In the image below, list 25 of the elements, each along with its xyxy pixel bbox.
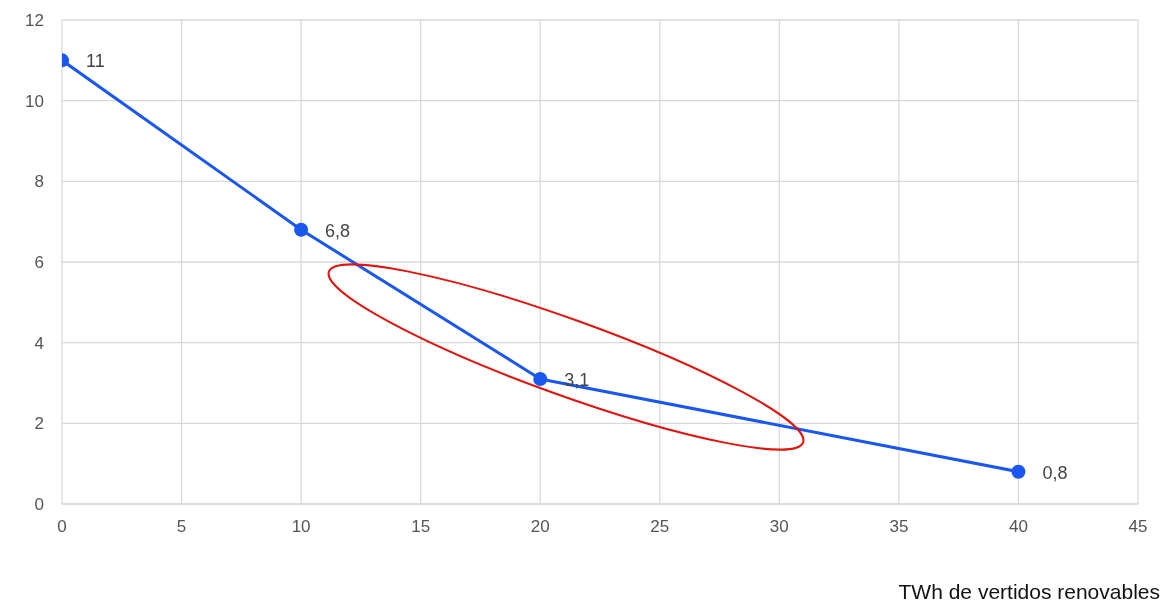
y-tick-label: 0 xyxy=(34,495,44,515)
point xyxy=(1011,464,1026,479)
x-tick-label: 15 xyxy=(411,517,431,537)
y-tick-label: 12 xyxy=(25,11,44,31)
x-tick-label: 10 xyxy=(291,517,311,537)
point xyxy=(294,222,309,237)
y-tick-label: 6 xyxy=(34,253,44,273)
point xyxy=(533,371,548,386)
y-tick-label: 8 xyxy=(34,172,44,192)
x-tick-label: 35 xyxy=(889,517,909,537)
data-label: 0,8 xyxy=(1042,462,1068,483)
data-label: 3,1 xyxy=(564,369,590,390)
y-tick-label: 4 xyxy=(34,333,44,353)
x-tick-label: 30 xyxy=(769,517,789,537)
x-tick-label: 0 xyxy=(57,517,67,537)
y-tick-label: 2 xyxy=(34,414,44,434)
x-tick-label: 40 xyxy=(1008,517,1028,537)
data-label: 6,8 xyxy=(325,220,351,241)
data-label: 11 xyxy=(86,51,105,72)
x-tick-label: 25 xyxy=(650,517,670,537)
x-tick-label: 5 xyxy=(176,517,187,537)
y-tick-label: 10 xyxy=(25,91,44,111)
x-axis-title: TWh de vertidos renovables xyxy=(898,580,1160,604)
x-tick-label: 45 xyxy=(1128,517,1148,537)
x-tick-label: 20 xyxy=(530,517,550,537)
